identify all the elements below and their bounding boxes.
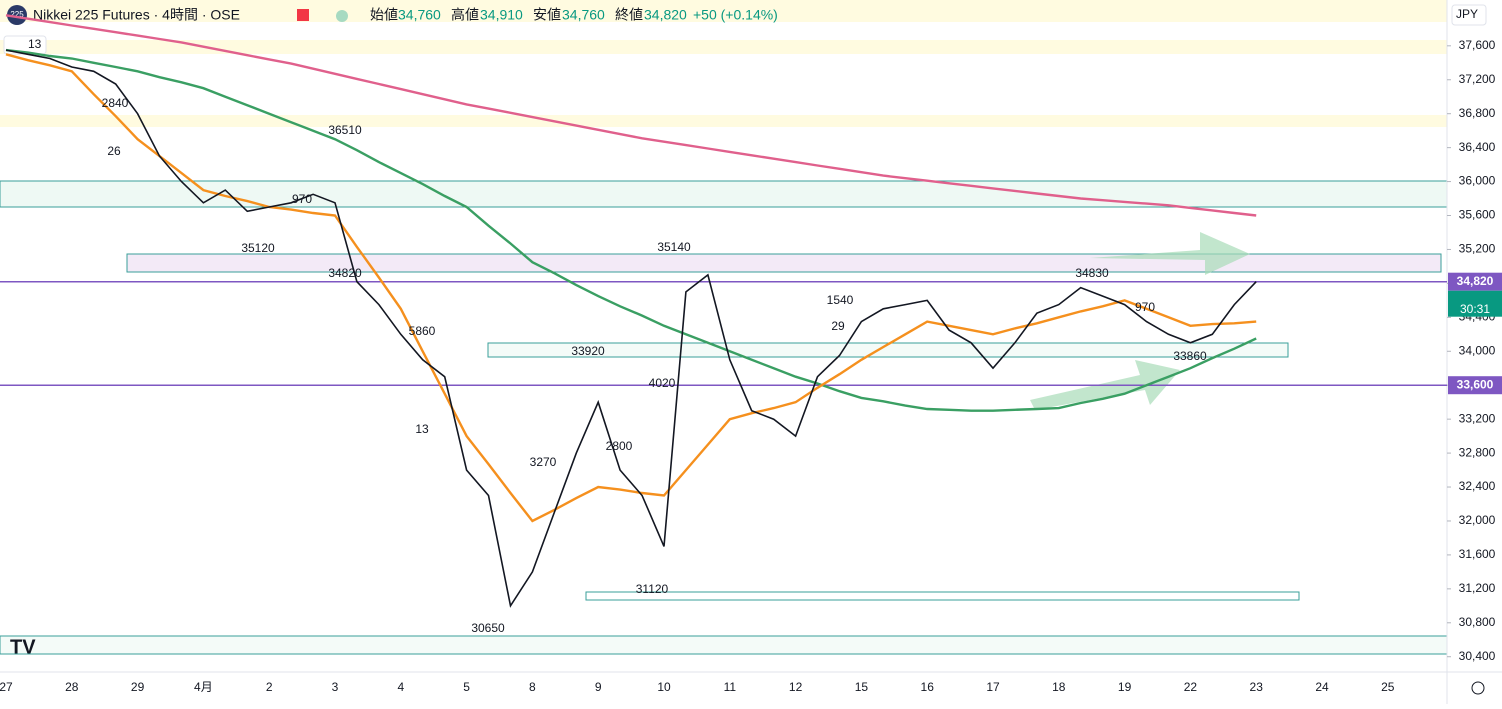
pivot-label: 33860: [1173, 349, 1207, 363]
x-tick-label: 24: [1315, 680, 1329, 694]
y-tick-label: 36,800: [1459, 106, 1496, 120]
zone: [0, 180, 1448, 208]
pivot-label: 13: [415, 422, 429, 436]
y-tick-label: 37,200: [1459, 72, 1496, 86]
logo: [7, 5, 27, 25]
y-tick-label: 35,600: [1459, 208, 1496, 222]
pivot-label: 2800: [606, 439, 633, 453]
x-tick-label: 15: [855, 680, 869, 694]
logo-text: 225: [10, 10, 24, 19]
y-tick-label: 36,400: [1459, 140, 1496, 154]
zone: [126, 253, 1442, 273]
y-tick-label: 30,800: [1459, 615, 1496, 629]
x-tick-label: 8: [529, 680, 536, 694]
y-tick-label: 34,000: [1459, 343, 1496, 357]
series-line: [5, 49, 1257, 608]
pivot-label: 34830: [1075, 266, 1109, 280]
pivot-label: 970: [1135, 300, 1155, 314]
pivot-label: 36510: [328, 123, 362, 137]
x-tick-label: 2: [266, 680, 273, 694]
y-tick-label: 36,000: [1459, 174, 1496, 188]
ohlc-value: 34,760: [398, 7, 441, 23]
x-tick-label: 18: [1052, 680, 1066, 694]
pivot-label: 5860: [409, 324, 436, 338]
x-tick-label: 3: [332, 680, 339, 694]
y-tick-label: 35,200: [1459, 242, 1496, 256]
pivot-label: 2840: [102, 96, 129, 110]
x-tick-label: 22: [1184, 680, 1198, 694]
pivot-label: 34820: [328, 266, 362, 280]
ohlc-label: 安値: [533, 7, 561, 23]
x-tick-label: 11: [724, 680, 737, 694]
ohlc-value: 34,910: [480, 7, 523, 23]
pivot-label: 3270: [530, 455, 557, 469]
x-tick-label: 12: [789, 680, 803, 694]
x-tick-label: 23: [1250, 680, 1264, 694]
y-tick-label: 33,200: [1459, 411, 1496, 425]
pivot-label: 4020: [649, 376, 676, 390]
pivot-label: 26: [107, 144, 121, 158]
x-tick-label: 17: [986, 680, 1000, 694]
y-tick-label: 30,400: [1459, 649, 1496, 663]
pivot-label: 35120: [241, 241, 275, 255]
x-tick-label: 27: [0, 680, 13, 694]
y-tick-label: 32,800: [1459, 445, 1496, 459]
pivot-label: 33920: [571, 344, 605, 358]
series-line: [5, 53, 1257, 523]
settings-icon[interactable]: [1471, 681, 1485, 695]
pivot-label: 1540: [827, 293, 854, 307]
x-tick-label: 4: [397, 680, 404, 694]
y-tick-label: 32,400: [1459, 479, 1496, 493]
series-line: [5, 14, 1257, 217]
pivot-label: 29: [831, 319, 845, 333]
x-tick-label: 29: [131, 680, 145, 694]
x-tick-label: 4月: [194, 680, 213, 694]
pivot-label: 970: [292, 192, 312, 206]
series-line: [5, 48, 1257, 412]
zone: [0, 115, 1447, 127]
indicator-count[interactable]: 13: [28, 37, 42, 51]
x-tick-label: 28: [65, 680, 79, 694]
pivot-label: 30650: [471, 621, 505, 635]
change: +50 (+0.14%): [693, 7, 778, 23]
currency[interactable]: JPY: [1456, 7, 1478, 21]
zone: [0, 40, 1447, 54]
y-tick-label: 37,600: [1459, 38, 1496, 52]
y-tick-label: 31,600: [1459, 547, 1496, 561]
ohlc-label: 始値: [370, 7, 398, 23]
zone: [585, 591, 1300, 601]
ohlc-label: 高値: [451, 7, 479, 23]
x-tick-label: 9: [595, 680, 602, 694]
flag[interactable]: [297, 9, 309, 21]
y-tick-label: 32,000: [1459, 513, 1496, 527]
x-tick-label: 19: [1118, 680, 1132, 694]
countdown-tag: [1448, 290, 1502, 317]
zone: [0, 635, 1448, 655]
price-tag: [1448, 376, 1502, 395]
pivot-label: 35140: [657, 240, 691, 254]
currency-button[interactable]: [1451, 4, 1487, 26]
x-tick-label: 16: [921, 680, 935, 694]
ohlc-value: 34,760: [562, 7, 605, 23]
ohlc-value: 34,820: [644, 7, 687, 23]
y-tick-label: 31,200: [1459, 581, 1496, 595]
brand: TV: [10, 636, 36, 658]
zone: [0, 0, 1447, 22]
countdown: 30:31: [1460, 302, 1490, 316]
ohlc-label: 終値: [615, 7, 643, 23]
pivot-label: 31120: [636, 582, 669, 596]
arrow: [1090, 232, 1250, 275]
price-tag-label: 33,600: [1457, 377, 1494, 391]
price-tag-label: 34,820: [1457, 274, 1494, 288]
x-tick-label: 10: [657, 680, 671, 694]
symbol[interactable]: Nikkei 225 Futures · 4時間 · OSE: [33, 7, 240, 23]
price-tag: [1448, 272, 1502, 291]
status-dot: [336, 10, 348, 22]
x-tick-label: 5: [463, 680, 470, 694]
x-tick-label: 25: [1381, 680, 1395, 694]
